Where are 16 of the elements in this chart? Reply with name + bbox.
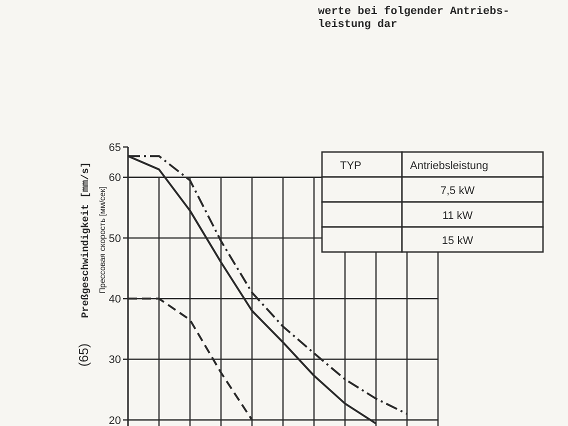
text: 7,5 kW (440, 185, 476, 197)
y-tick-label: 20 (108, 414, 121, 426)
text: werte bei folgender Antriebs- (318, 5, 510, 18)
text: 11 kW (442, 210, 474, 222)
text: (65) (76, 343, 91, 367)
annotation: Antriebsleistung (410, 160, 488, 172)
y-tick-label: 60 (108, 172, 121, 184)
y2-axis-title: Прессовая скорость [мм/сек] (98, 186, 107, 294)
y-tick-label: 50 (108, 232, 121, 245)
y-axis-title: Preßgeschwindigkeit [mm/s] (80, 162, 92, 318)
y-tick-label: 30 (108, 354, 121, 366)
annotation: TYP (340, 160, 362, 172)
text: leistung dar (318, 19, 398, 31)
y-tick-label: 40 (108, 293, 121, 306)
text: 15 kW (442, 235, 474, 247)
y-tick-label: 65 (108, 142, 121, 154)
